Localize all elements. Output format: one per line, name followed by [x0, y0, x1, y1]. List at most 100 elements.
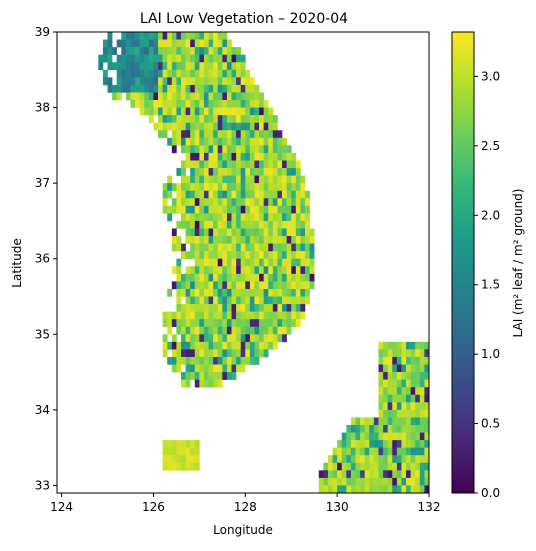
heatmap-cell	[300, 243, 306, 252]
heatmap-cell	[286, 198, 292, 207]
heatmap-cell	[208, 190, 214, 199]
heatmap-cell	[392, 341, 398, 350]
heatmap-cell	[300, 183, 306, 192]
heatmap-cell	[245, 122, 251, 131]
heatmap-cell	[259, 130, 264, 139]
heatmap-cell	[378, 387, 384, 396]
heatmap-cell	[176, 447, 182, 456]
heatmap-cell	[373, 447, 379, 456]
heatmap-cell	[203, 160, 209, 169]
heatmap-cell	[236, 137, 242, 146]
heatmap-cell	[263, 213, 269, 222]
heatmap-cell	[277, 205, 283, 214]
heatmap-cell	[272, 281, 278, 290]
heatmap-cell	[419, 462, 425, 471]
heatmap-cell	[245, 100, 251, 108]
heatmap-cell	[263, 326, 269, 335]
heatmap-cell	[424, 424, 429, 433]
heatmap-cell	[295, 198, 301, 207]
heatmap-cell	[259, 258, 264, 267]
heatmap-cell	[406, 417, 411, 426]
heatmap-cell	[181, 190, 186, 199]
heatmap-cell	[236, 130, 242, 139]
heatmap-cell	[158, 62, 163, 71]
heatmap-cell	[286, 228, 292, 237]
heatmap-cell	[222, 213, 228, 222]
heatmap-cell	[263, 183, 269, 192]
heatmap-cell	[259, 341, 264, 350]
heatmap-cell	[190, 447, 196, 456]
heatmap-cell	[176, 455, 182, 464]
heatmap-cell	[194, 122, 200, 131]
heatmap-cell	[185, 175, 191, 184]
heatmap-cell	[277, 130, 283, 139]
heatmap-cell	[410, 447, 416, 456]
heatmap-cell	[300, 273, 306, 282]
heatmap-cell	[112, 47, 118, 55]
heatmap-cell	[396, 387, 402, 396]
heatmap-cell	[162, 455, 168, 464]
heatmap-cell	[249, 168, 255, 176]
heatmap-cell	[419, 372, 425, 380]
heatmap-cell	[286, 296, 292, 305]
heatmap-cell	[217, 364, 223, 373]
heatmap-cell	[185, 349, 191, 358]
heatmap-cell	[181, 311, 186, 320]
heatmap-cell	[263, 296, 269, 305]
heatmap-cell	[392, 432, 398, 441]
heatmap-cell	[222, 311, 228, 320]
heatmap-cell	[249, 137, 255, 146]
heatmap-cell	[171, 447, 177, 456]
heatmap-cell	[194, 198, 200, 207]
heatmap-cell	[240, 100, 246, 108]
heatmap-cell	[346, 455, 352, 464]
heatmap-cell	[272, 311, 278, 320]
y-tick-label: 36	[35, 252, 50, 266]
heatmap-cell	[249, 266, 255, 275]
heatmap-cell	[272, 304, 278, 312]
heatmap-cell	[401, 462, 407, 471]
heatmap-cell	[387, 341, 393, 350]
heatmap-cell	[236, 47, 242, 55]
heatmap-cell	[291, 258, 297, 267]
heatmap-cell	[401, 470, 407, 479]
heatmap-cell	[181, 84, 186, 93]
heatmap-cell	[148, 100, 154, 108]
heatmap-cell	[139, 100, 145, 108]
heatmap-cell	[185, 326, 191, 335]
heatmap-cell	[396, 356, 402, 365]
heatmap-cell	[245, 341, 251, 350]
heatmap-cell	[364, 447, 370, 456]
heatmap-cell	[167, 100, 173, 108]
heatmap-cell	[240, 349, 246, 358]
heatmap-cell	[295, 205, 301, 214]
heatmap-cell	[185, 319, 191, 328]
heatmap-cell	[222, 137, 228, 146]
y-tick-label: 34	[35, 403, 50, 417]
heatmap-cell	[373, 455, 379, 464]
heatmap-cell	[236, 349, 242, 358]
heatmap-cell	[245, 326, 251, 335]
heatmap-cell	[392, 455, 398, 464]
heatmap-cell	[222, 107, 228, 116]
heatmap-cell	[392, 394, 398, 403]
y-tick-label: 38	[35, 101, 50, 115]
heatmap-cell	[194, 311, 200, 320]
heatmap-cell	[419, 394, 425, 403]
heatmap-cell	[213, 349, 219, 358]
heatmap-cell	[176, 266, 182, 275]
heatmap-cell	[226, 319, 232, 328]
heatmap-cell	[387, 440, 393, 448]
heatmap-cell	[291, 266, 297, 275]
heatmap-cell	[199, 77, 205, 86]
heatmap-cell	[383, 470, 388, 479]
heatmap-cell	[167, 137, 173, 146]
heatmap-cell	[245, 273, 251, 282]
heatmap-cell	[249, 319, 255, 328]
y-tick-label: 33	[35, 478, 50, 492]
heatmap-cell	[355, 462, 361, 471]
heatmap-cell	[199, 258, 205, 267]
heatmap-cell	[121, 47, 127, 55]
heatmap-cell	[181, 198, 186, 207]
heatmap-cell	[181, 107, 186, 116]
